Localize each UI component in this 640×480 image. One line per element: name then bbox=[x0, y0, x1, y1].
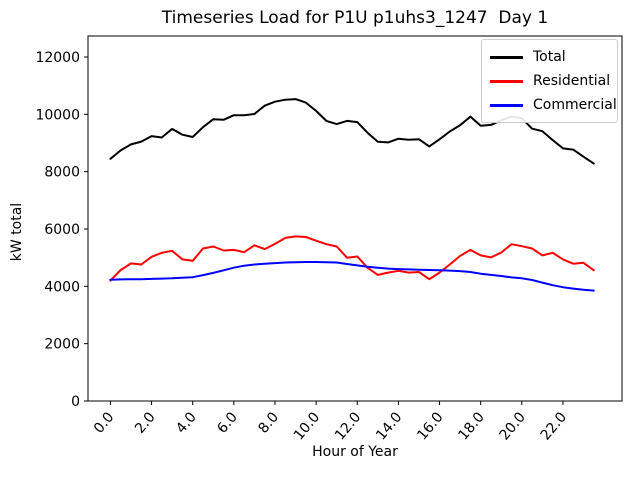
legend-line-icon-total bbox=[490, 55, 523, 59]
x-tick-label: 18.0 bbox=[455, 409, 487, 443]
x-tick-label: 16.0 bbox=[414, 409, 446, 443]
x-tick-label: 20.0 bbox=[497, 409, 529, 443]
y-tick-label: 6000 bbox=[44, 222, 80, 238]
y-tick-label: 0 bbox=[71, 394, 80, 410]
legend-label: Total bbox=[533, 49, 566, 65]
plot-frame bbox=[87, 35, 623, 402]
legend-label: Residential bbox=[533, 73, 611, 89]
x-tick-label: 6.0 bbox=[214, 409, 241, 436]
legend: Total Residential Commercial bbox=[481, 39, 618, 123]
x-tick-label: 8.0 bbox=[255, 409, 282, 436]
x-axis-label: Hour of Year bbox=[312, 444, 398, 460]
legend-line-icon-residential bbox=[490, 79, 523, 83]
y-axis-ticks: 0 2000 4000 6000 8000 10000 12000 bbox=[35, 50, 88, 410]
y-tick-label: 2000 bbox=[44, 337, 80, 353]
y-tick-label: 10000 bbox=[35, 107, 80, 123]
y-tick-label: 12000 bbox=[35, 50, 80, 66]
legend-entry-residential: Residential bbox=[490, 69, 611, 93]
chart-title: Timeseries Load for P1U p1uhs3_1247 Day … bbox=[161, 8, 549, 28]
series-line-residential bbox=[109, 235, 595, 282]
y-tick-label: 8000 bbox=[44, 165, 80, 181]
legend-line-icon-commercial bbox=[490, 103, 523, 107]
x-tick-label: 14.0 bbox=[373, 409, 405, 443]
legend-label: Commercial bbox=[533, 97, 617, 113]
x-tick-label: 12.0 bbox=[332, 409, 364, 443]
x-tick-label: 0.0 bbox=[91, 409, 118, 436]
x-axis-ticks: 0.0 2.0 4.0 6.0 8.0 10.0 12.0 14.0 16.0 18.0 20.0 2… bbox=[91, 401, 570, 443]
series-line-commercial bbox=[109, 261, 595, 292]
y-tick-label: 4000 bbox=[44, 279, 80, 295]
x-tick-label: 10.0 bbox=[291, 409, 323, 443]
x-tick-label: 2.0 bbox=[132, 409, 159, 436]
x-tick-label: 22.0 bbox=[538, 409, 570, 443]
x-tick-label: 4.0 bbox=[173, 409, 200, 436]
y-axis-label: kW total bbox=[9, 202, 25, 262]
legend-entry-commercial: Commercial bbox=[490, 93, 617, 117]
legend-entry-total: Total bbox=[490, 45, 609, 69]
